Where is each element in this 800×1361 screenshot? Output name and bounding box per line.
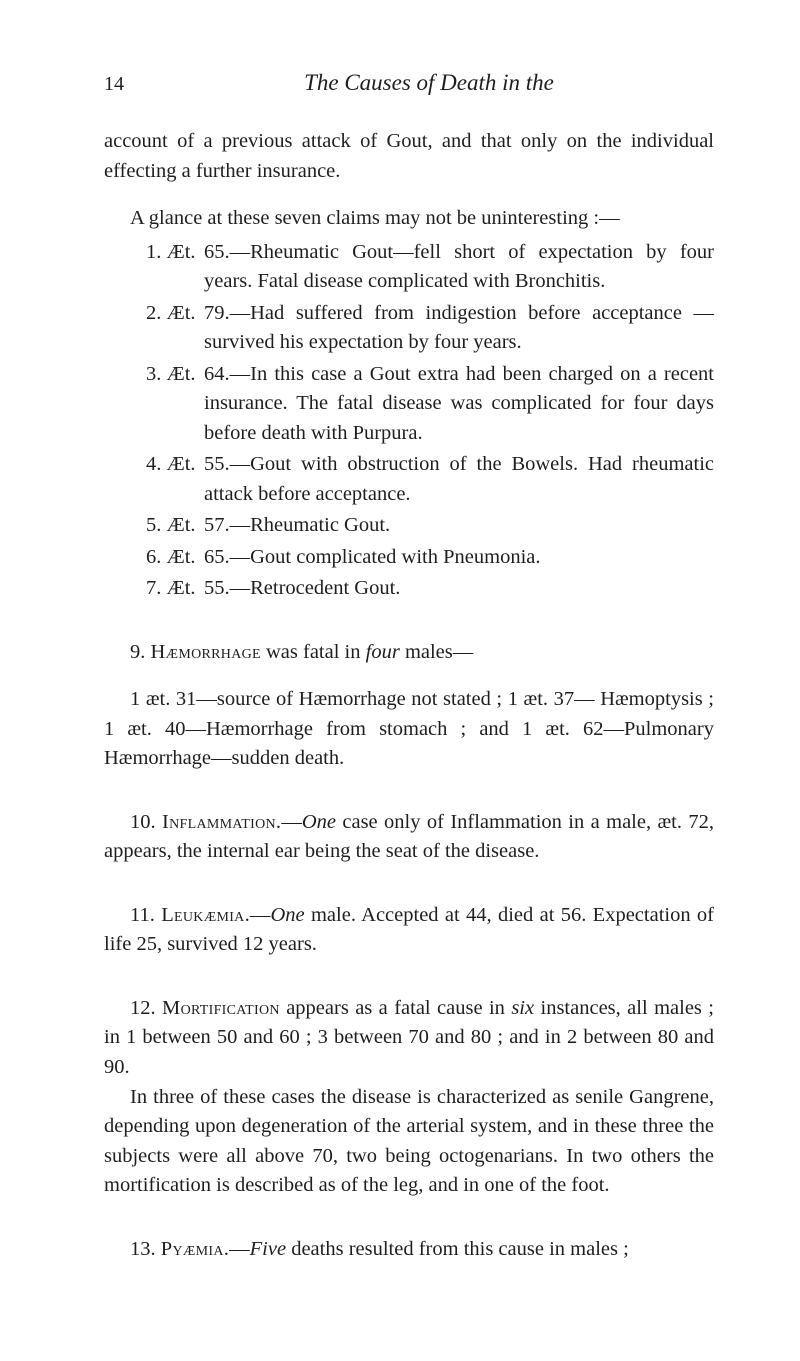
- paragraph-10: 10. Inflammation.—One case only of Infla…: [104, 808, 714, 867]
- entry-title: Mortification: [162, 997, 280, 1019]
- item-body: 79.—Had suffered from indigestion before…: [204, 299, 714, 358]
- text: males—: [400, 641, 473, 663]
- item-number: 6. Æt.: [104, 543, 204, 573]
- item-number: 1. Æt.: [104, 238, 204, 297]
- paragraph-13: 13. Pyæmia.—Five deaths resulted from th…: [104, 1235, 714, 1265]
- list-item: 6. Æt. 65.—Gout complicated with Pneumon…: [104, 543, 714, 573]
- paragraph-intro: account of a previous attack of Gout, an…: [104, 127, 714, 186]
- text: —: [250, 904, 271, 926]
- list-item: 7. Æt. 55.—Retrocedent Gout.: [104, 574, 714, 604]
- list-item: 4. Æt. 55.—Gout with obstruction of the …: [104, 450, 714, 509]
- entry-title: Inflammation.: [162, 811, 281, 833]
- text: —: [229, 1238, 250, 1260]
- entry-title: Pyæmia.: [161, 1238, 229, 1260]
- entry-number: 12.: [130, 997, 162, 1019]
- list-item: 1. Æt. 65.—Rheumatic Gout—fell short of …: [104, 238, 714, 297]
- item-body: 55.—Retrocedent Gout.: [204, 574, 714, 604]
- item-body: 57.—Rheumatic Gout.: [204, 511, 714, 541]
- paragraph-9b: 1 æt. 31—source of Hæmorrhage not stated…: [104, 685, 714, 774]
- text: was fatal in: [261, 641, 366, 663]
- item-number: 4. Æt.: [104, 450, 204, 509]
- spacer: [104, 622, 714, 638]
- item-body: 55.—Gout with obstruction of the Bowels.…: [204, 450, 714, 509]
- italic: four: [366, 641, 400, 663]
- paragraph-12b: In three of these cases the disease is c…: [104, 1083, 714, 1201]
- paragraph-12a: 12. Mortification appears as a fatal cau…: [104, 994, 714, 1083]
- italic: One: [271, 904, 305, 926]
- list-item: 2. Æt. 79.—Had suffered from indigestion…: [104, 299, 714, 358]
- text: appears as a fatal cause in: [280, 997, 512, 1019]
- item-number: 2. Æt.: [104, 299, 204, 358]
- item-body: 65.—Gout complicated with Pneumonia.: [204, 543, 714, 573]
- item-body: 65.—Rheumatic Gout—fell short of expecta…: [204, 238, 714, 297]
- item-number: 7. Æt.: [104, 574, 204, 604]
- numbered-list: 1. Æt. 65.—Rheumatic Gout—fell short of …: [104, 238, 714, 604]
- entry-number: 13.: [130, 1238, 161, 1260]
- page-header: 14 The Causes of Death in the: [104, 66, 714, 99]
- spacer: [104, 792, 714, 808]
- list-item: 5. Æt. 57.—Rheumatic Gout.: [104, 511, 714, 541]
- entry-title: Hæmorrhage: [151, 641, 261, 663]
- page: 14 The Causes of Death in the account of…: [0, 0, 800, 1361]
- text: —: [281, 811, 302, 833]
- item-body: 64.—In this case a Gout extra had been c…: [204, 360, 714, 449]
- entry-title: Leukæmia.: [161, 904, 250, 926]
- entry-number: 10.: [130, 811, 162, 833]
- italic: Five: [250, 1238, 286, 1260]
- item-number: 5. Æt.: [104, 511, 204, 541]
- running-title: The Causes of Death in the: [144, 66, 714, 99]
- page-number: 14: [104, 70, 144, 99]
- italic: six: [511, 997, 534, 1019]
- italic: One: [302, 811, 336, 833]
- list-intro: A glance at these seven claims may not b…: [104, 204, 714, 234]
- list-item: 3. Æt. 64.—In this case a Gout extra had…: [104, 360, 714, 449]
- text: deaths resulted from this cause in males…: [286, 1238, 629, 1260]
- item-number: 3. Æt.: [104, 360, 204, 449]
- entry-number: 9.: [130, 641, 151, 663]
- spacer: [104, 1219, 714, 1235]
- entry-number: 11.: [130, 904, 161, 926]
- spacer: [104, 885, 714, 901]
- paragraph-11: 11. Leukæmia.—One male. Accepted at 44, …: [104, 901, 714, 960]
- paragraph-9a: 9. Hæmorrhage was fatal in four males—: [104, 638, 714, 668]
- spacer: [104, 978, 714, 994]
